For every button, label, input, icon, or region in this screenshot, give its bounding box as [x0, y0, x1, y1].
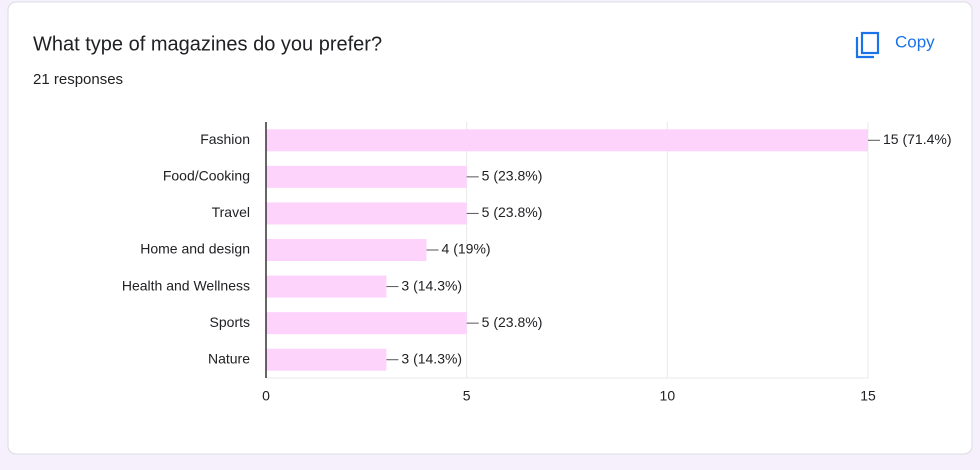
value-label: 3 (14.3%) — [401, 350, 462, 366]
x-tick-label: 15 — [860, 388, 876, 404]
copy-icon — [860, 31, 880, 55]
y-tick-label: Fashion — [200, 131, 250, 147]
card — [7, 1, 973, 455]
x-tick-label: 10 — [660, 388, 676, 404]
value-label: 4 (19%) — [442, 241, 491, 257]
bar — [266, 312, 467, 335]
value-label: 5 (23.8%) — [482, 168, 543, 184]
value-label: 3 (14.3%) — [401, 277, 462, 293]
y-tick-label: Food/Cooking — [163, 168, 250, 184]
chart-title: What type of magazines do you prefer? — [33, 33, 382, 55]
copy-icon-back — [855, 37, 874, 59]
bar — [266, 202, 467, 225]
value-label: 5 (23.8%) — [482, 314, 543, 330]
x-tick-label: 0 — [262, 388, 270, 404]
bar — [266, 165, 467, 188]
bar — [266, 129, 868, 152]
y-tick-label: Health and Wellness — [122, 277, 250, 293]
copy-button[interactable]: Copy — [855, 31, 935, 59]
value-label: 15 (71.4%) — [883, 131, 951, 147]
chart-subtitle: 21 responses — [33, 71, 123, 88]
value-label: 5 (23.8%) — [482, 204, 543, 220]
y-tick-label: Sports — [210, 314, 250, 330]
y-tick-label: Home and design — [140, 241, 250, 257]
y-tick-label: Travel — [212, 204, 250, 220]
copy-label[interactable]: Copy — [895, 32, 935, 51]
y-tick-label: Nature — [208, 350, 250, 366]
bar — [266, 348, 387, 371]
bar — [266, 239, 427, 261]
x-tick-label: 5 — [463, 388, 471, 404]
bar — [266, 275, 387, 298]
